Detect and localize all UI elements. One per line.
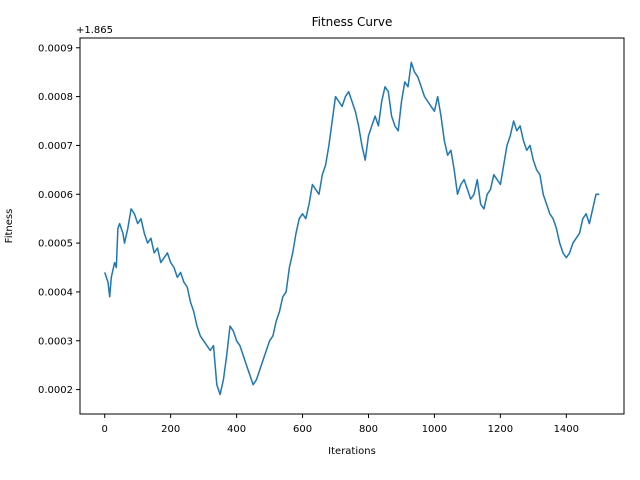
x-tick-label: 1400 bbox=[554, 424, 579, 435]
x-axis-label: Iterations bbox=[328, 446, 376, 457]
line-layer bbox=[103, 61, 600, 396]
x-tick-label: 0 bbox=[102, 424, 108, 435]
x-tick-label: 800 bbox=[359, 424, 378, 435]
x-tick-label: 600 bbox=[293, 424, 312, 435]
y-tick-label: 0.0003 bbox=[38, 336, 73, 347]
y-tick-label: 0.0004 bbox=[38, 287, 73, 298]
y-tick-label: 0.0002 bbox=[38, 385, 73, 396]
x-tick-label: 200 bbox=[161, 424, 180, 435]
chart-title: Fitness Curve bbox=[312, 15, 393, 29]
y-tick-label: 0.0007 bbox=[38, 141, 73, 152]
x-tick-label: 1200 bbox=[488, 424, 513, 435]
y-tick-label: 0.0009 bbox=[38, 43, 73, 54]
plot-frame bbox=[79, 37, 625, 415]
plot-area bbox=[80, 38, 624, 414]
x-tick-label: 400 bbox=[227, 424, 246, 435]
y-axis-label: Fitness bbox=[4, 209, 15, 244]
y-axis-offset-label: +1.865 bbox=[76, 25, 113, 36]
x-axis-ticks: 0 200 400 600 800 1000 1200 1400 bbox=[102, 414, 579, 435]
x-tick-label: 1000 bbox=[422, 424, 447, 435]
y-tick-label: 0.0008 bbox=[38, 92, 73, 103]
fitness-line bbox=[103, 61, 600, 396]
y-axis-ticks: 0.0002 0.0003 0.0004 0.0005 0.0006 0.0007 0.00… bbox=[38, 43, 80, 396]
y-tick-label: 0.0006 bbox=[38, 190, 73, 201]
y-tick-label: 0.0005 bbox=[38, 239, 73, 250]
